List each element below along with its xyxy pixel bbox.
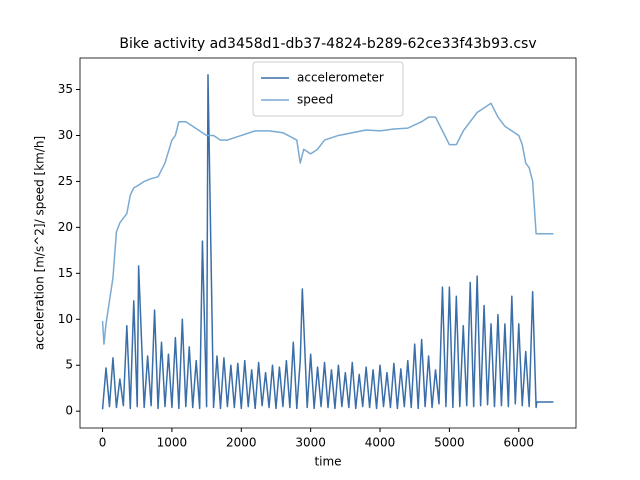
y-tick-label: 10 — [58, 312, 73, 326]
x-tick-label: 3000 — [295, 436, 326, 450]
x-axis-label: time — [314, 455, 341, 469]
y-tick-label: 5 — [65, 358, 73, 372]
chart-title: Bike activity ad3458d1-db37-4824-b289-62… — [119, 36, 536, 52]
y-tick-label: 35 — [58, 82, 73, 96]
y-tick-label: 0 — [65, 404, 73, 418]
data-line — [101, 102, 554, 345]
y-tick-label: 20 — [58, 220, 73, 234]
x-tick-label: 0 — [99, 436, 107, 450]
x-tick-label: 5000 — [434, 436, 465, 450]
legend-box — [252, 61, 404, 117]
y-tick-label: 15 — [58, 266, 73, 280]
y-tick-label: 30 — [58, 128, 73, 142]
legend-label: accelerometer — [297, 71, 384, 85]
data-line — [101, 74, 554, 410]
plot-frame — [79, 57, 577, 429]
x-tick-label: 6000 — [503, 436, 534, 450]
legend-label: speed — [297, 93, 333, 107]
y-axis-label: acceleration [m/s^2]/ speed [km/h] — [33, 136, 47, 350]
x-tick-label: 4000 — [365, 436, 396, 450]
x-tick-label: 1000 — [157, 436, 188, 450]
x-tick-label: 2000 — [226, 436, 257, 450]
y-tick-label: 25 — [58, 174, 73, 188]
